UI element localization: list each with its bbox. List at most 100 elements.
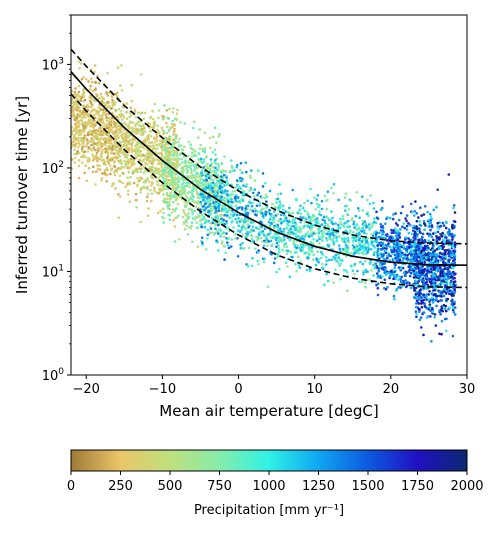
scatter-point xyxy=(234,232,237,236)
scatter-point xyxy=(450,232,454,236)
scatter-point xyxy=(118,113,121,116)
scatter-point xyxy=(122,166,126,169)
scatter-point xyxy=(286,224,290,227)
scatter-point xyxy=(85,144,88,147)
scatter-point xyxy=(116,115,119,119)
scatter-point xyxy=(436,188,440,191)
scatter-point xyxy=(303,220,307,223)
scatter-point xyxy=(432,232,435,235)
scatter-point xyxy=(364,246,368,250)
scatter-point xyxy=(271,202,274,206)
scatter-point xyxy=(419,273,423,277)
scatter-point xyxy=(347,240,351,244)
scatter-point xyxy=(202,196,206,199)
scatter-point xyxy=(433,249,437,252)
scatter-point xyxy=(321,230,325,234)
scatter-point xyxy=(161,140,165,144)
scatter-point xyxy=(229,169,232,173)
scatter-point xyxy=(236,184,239,187)
scatter-point xyxy=(268,218,272,221)
scatter-point xyxy=(134,157,138,160)
scatter-point xyxy=(199,200,203,204)
scatter-point xyxy=(426,283,430,287)
scatter-point xyxy=(259,236,263,240)
scatter-point xyxy=(447,275,450,279)
scatter-point xyxy=(418,220,422,223)
scatter-point xyxy=(432,279,436,283)
scatter-point xyxy=(170,157,173,160)
scatter-point xyxy=(451,245,455,249)
scatter-point xyxy=(419,206,422,209)
scatter-point xyxy=(206,172,210,176)
scatter-point xyxy=(433,293,437,296)
scatter-point xyxy=(294,232,297,236)
scatter-point xyxy=(138,124,141,127)
scatter-point xyxy=(139,73,143,76)
scatter-point xyxy=(84,106,88,109)
scatter-point xyxy=(98,168,102,171)
scatter-point xyxy=(126,193,130,196)
scatter-point xyxy=(419,302,423,305)
scatter-point xyxy=(351,269,355,273)
scatter-point xyxy=(330,186,333,190)
scatter-point xyxy=(430,253,434,256)
scatter-point xyxy=(140,187,143,190)
scatter-point xyxy=(419,278,423,282)
scatter-point xyxy=(81,142,84,145)
scatter-point xyxy=(440,332,443,336)
scatter-point xyxy=(102,97,105,100)
scatter-point xyxy=(169,191,173,195)
scatter-point xyxy=(362,224,366,227)
scatter-point xyxy=(362,238,366,242)
scatter-point xyxy=(257,249,261,252)
upper-bound-line xyxy=(71,48,467,245)
scatter-point xyxy=(112,171,116,174)
scatter-point xyxy=(294,216,298,220)
scatter-point xyxy=(126,132,129,135)
scatter-point xyxy=(372,201,375,205)
scatter-point xyxy=(155,167,159,170)
scatter-point xyxy=(197,157,201,161)
scatter-point xyxy=(394,227,397,230)
scatter-point xyxy=(139,191,142,194)
scatter-point xyxy=(118,161,122,165)
scatter-point xyxy=(389,245,392,249)
scatter-point xyxy=(111,130,114,133)
scatter-point xyxy=(441,282,445,285)
scatter-point xyxy=(439,268,443,271)
scatter-point xyxy=(260,211,264,215)
scatter-point xyxy=(142,147,146,150)
scatter-point xyxy=(324,228,327,232)
scatter-point xyxy=(435,294,439,298)
scatter-point xyxy=(376,286,380,290)
scatter-point xyxy=(435,240,439,243)
scatter-point xyxy=(343,222,346,225)
scatter-point xyxy=(137,141,140,145)
scatter-point xyxy=(236,229,240,232)
scatter-point xyxy=(227,200,230,203)
scatter-point xyxy=(176,186,179,190)
scatter-point xyxy=(278,183,281,186)
scatter-point xyxy=(410,232,414,236)
scatter-point xyxy=(244,161,248,164)
scatter-point xyxy=(73,92,76,96)
scatter-point xyxy=(238,220,241,223)
scatter-point xyxy=(442,245,446,249)
scatter-point xyxy=(124,123,128,126)
scatter-point xyxy=(360,230,364,233)
scatter-point xyxy=(97,116,101,119)
scatter-point xyxy=(85,77,88,81)
scatter-point xyxy=(341,239,344,243)
scatter-point xyxy=(379,229,383,232)
scatter-point xyxy=(451,306,455,310)
scatter-point xyxy=(206,233,210,237)
scatter-point xyxy=(330,258,334,262)
scatter-point xyxy=(337,198,341,202)
scatter-point xyxy=(200,236,204,239)
scatter-point xyxy=(87,146,91,149)
scatter-point xyxy=(155,139,159,142)
scatter-point xyxy=(447,173,451,176)
scatter-point xyxy=(149,141,152,144)
scatter-point xyxy=(110,151,113,155)
scatter-point xyxy=(436,225,440,228)
